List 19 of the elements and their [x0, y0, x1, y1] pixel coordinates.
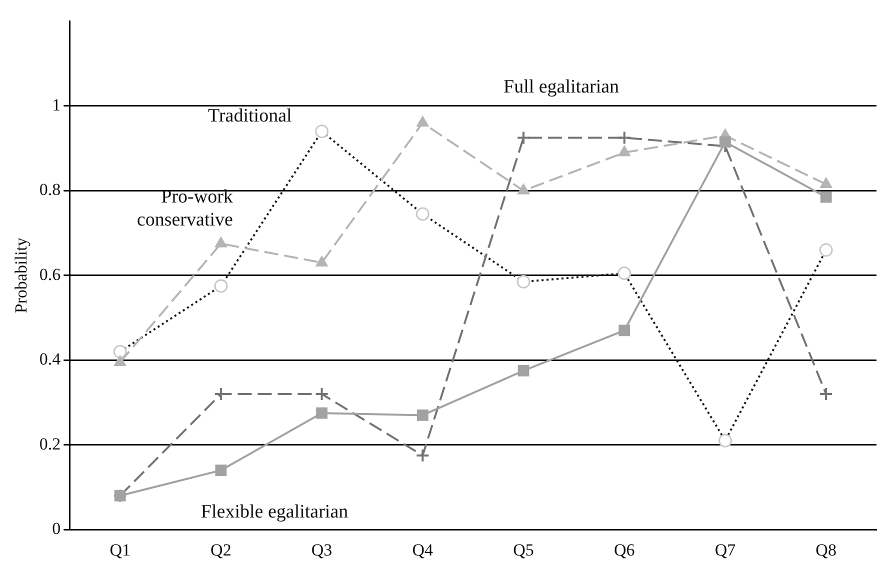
series-label: Flexible egalitarian [200, 501, 349, 522]
x-tick-label: Q5 [513, 540, 534, 560]
x-tick-label: Q8 [816, 540, 836, 560]
series-label: Traditional [208, 105, 292, 126]
y-tick-label: 0 [52, 519, 61, 538]
x-tick-label: Q2 [210, 540, 232, 560]
y-tick-label: 1 [52, 95, 61, 114]
y-tick-label: 0.4 [39, 350, 62, 369]
x-tick-label: Q6 [614, 540, 635, 560]
x-tick-label: Q3 [311, 540, 332, 560]
y-axis-title: Probability [12, 237, 31, 314]
x-tick-label: Q1 [110, 540, 130, 560]
x-tick-label: Q4 [412, 540, 434, 560]
y-tick-label: 0.2 [39, 434, 61, 454]
x-tick-label: Q7 [714, 540, 736, 560]
y-tick-label: 0.8 [39, 180, 61, 200]
series-label: Full egalitarian [504, 76, 620, 98]
y-tick-label: 0.6 [39, 264, 61, 284]
series-label: Pro-work conservative [136, 186, 234, 231]
